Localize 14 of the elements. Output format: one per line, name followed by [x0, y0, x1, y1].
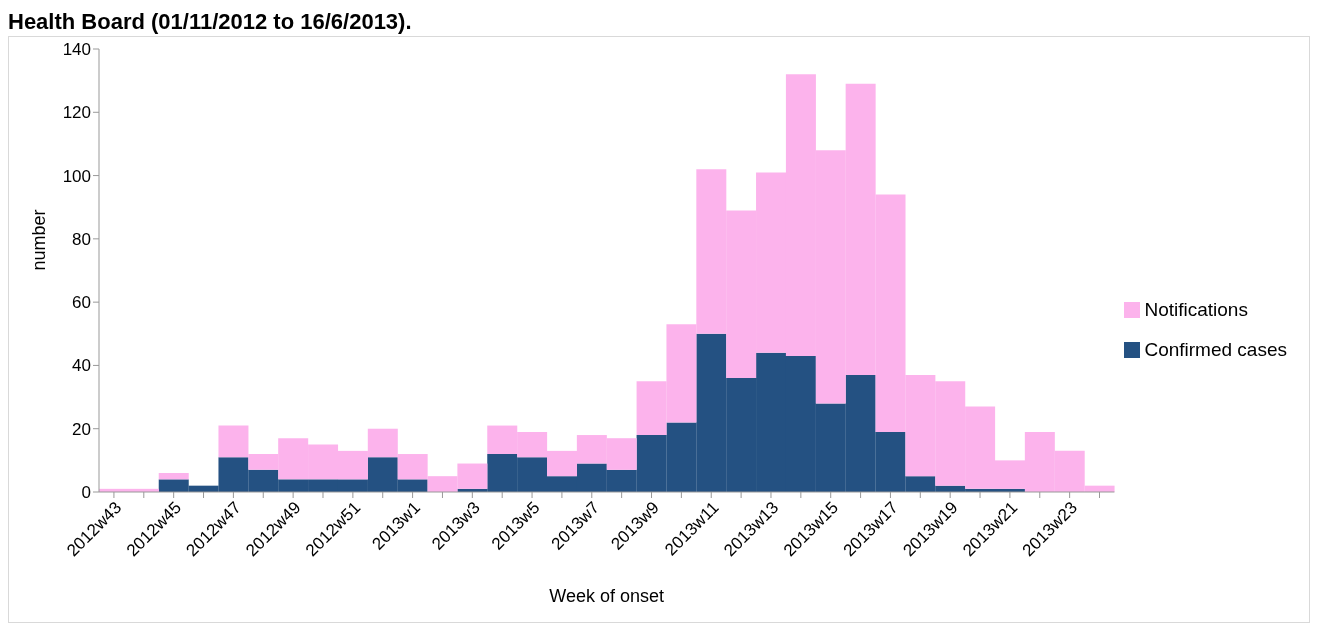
y-axis-title: number — [29, 209, 50, 271]
x-axis-title: Week of onset — [549, 586, 665, 606]
y-tick-label: 80 — [72, 229, 91, 249]
y-tick-label: 0 — [81, 483, 91, 503]
bar — [158, 473, 189, 480]
chart-title: Health Board (01/11/2012 to 16/6/2013). — [8, 8, 413, 36]
y-tick-label: 60 — [72, 293, 91, 313]
legend-label: Notifications — [1144, 298, 1248, 320]
y-tick-label: 120 — [62, 103, 91, 123]
y-tick-label: 40 — [72, 356, 91, 376]
y-tick-label: 100 — [62, 166, 91, 186]
y-tick-label: 140 — [62, 40, 91, 60]
y-tick-label: 20 — [72, 419, 91, 439]
legend-label: Confirmed cases — [1144, 338, 1287, 360]
